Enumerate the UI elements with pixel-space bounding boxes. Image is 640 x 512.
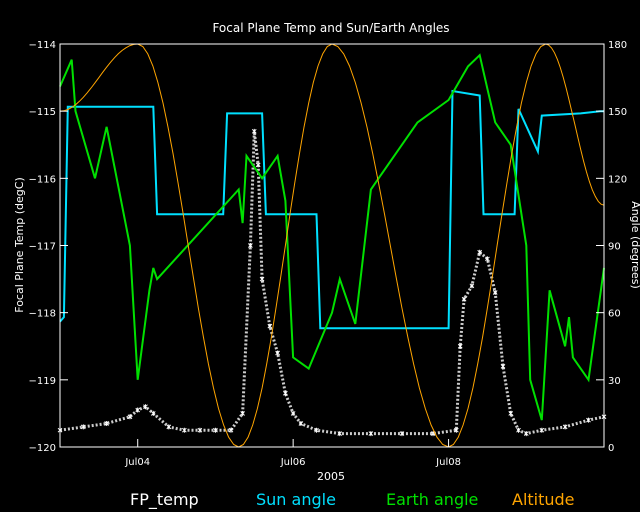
y-left-tick-label: −118	[29, 309, 56, 320]
legend-altitude: Altitude	[512, 490, 575, 509]
y-left-tick-label: −117	[29, 242, 56, 253]
y-right-tick-label: 0	[608, 443, 614, 454]
altitude-line	[59, 43, 605, 448]
y-left-tick-label: −115	[29, 107, 56, 118]
sun-angle-line	[59, 89, 604, 330]
legend-earth-angle: Earth angle	[386, 490, 479, 509]
y-left-tick-label: −116	[29, 174, 56, 185]
y-axis-left-label: Focal Plane Temp (degC)	[13, 177, 26, 312]
x-tick-label: Jul06	[280, 457, 306, 468]
y-right-tick-label: 30	[608, 376, 621, 387]
earth-angle-line	[59, 53, 605, 421]
y-right-tick-label: 60	[608, 309, 621, 320]
x-tick-label: Jul04	[124, 457, 150, 468]
y-right-tick-label: 180	[608, 40, 627, 51]
plot-frame	[59, 43, 605, 448]
fp-temp-trace	[59, 131, 605, 436]
y-left-tick-label: −114	[29, 40, 56, 51]
chart-title: Focal Plane Temp and Sun/Earth Angles	[212, 21, 449, 35]
legend-sun-angle: Sun angle	[256, 490, 336, 509]
x-axis-label: 2005	[317, 470, 345, 483]
chart-legend: FP_temp Sun angle Earth angle Altitude	[0, 488, 640, 512]
y-left-tick-label: −119	[29, 376, 56, 387]
y-axis-right-label: Angle (degrees)	[629, 201, 640, 289]
y-right-tick-label: 120	[608, 174, 627, 185]
legend-fp-temp: FP_temp	[130, 490, 199, 509]
y-left-tick-label: −120	[29, 443, 56, 454]
y-right-tick-label: 150	[608, 107, 627, 118]
y-right-tick-label: 90	[608, 242, 621, 253]
x-tick-label: Jul08	[435, 457, 461, 468]
chart-figure: Focal Plane Temp and Sun/Earth Angles Fo…	[13, 21, 640, 483]
